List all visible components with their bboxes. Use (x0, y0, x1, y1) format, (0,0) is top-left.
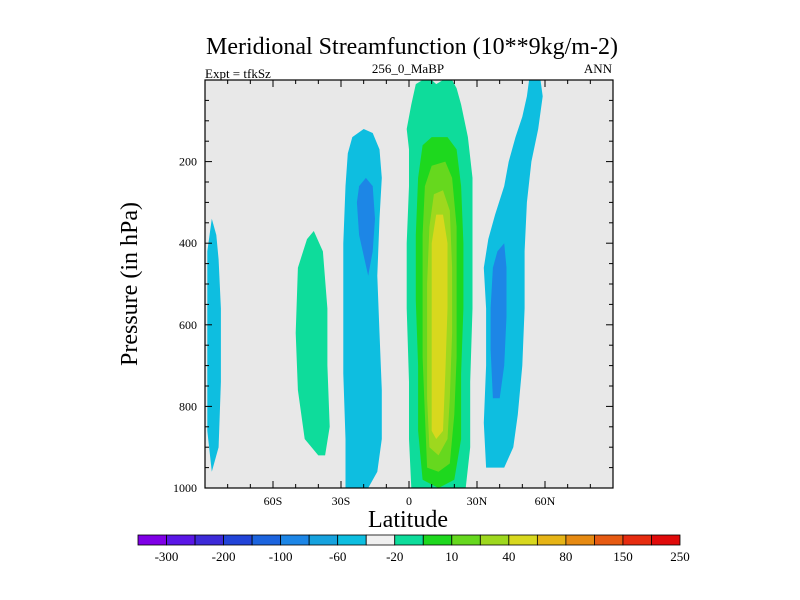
colorbar-box (223, 534, 253, 546)
colorbar-box (337, 534, 367, 546)
colorbar-box (365, 534, 396, 546)
northern-ferrel-inner (490, 243, 507, 399)
chart-title: Meridional Streamfunction (10**9kg/m-2) (206, 34, 618, 60)
colorbar-box (651, 534, 681, 546)
colorbar-box (508, 534, 538, 546)
colorbar-box (166, 534, 196, 546)
y-tick-label: 1000 (173, 481, 197, 495)
experiment-label: Expt = tfkSz (205, 66, 271, 81)
colorbar-box (422, 534, 453, 546)
colorbar-box (451, 534, 481, 546)
colorbar-box (565, 534, 595, 546)
colorbar-label: 40 (502, 549, 515, 564)
colorbar-box (594, 534, 624, 546)
hadley-core (431, 214, 448, 439)
colorbar-label: 250 (670, 549, 690, 564)
y-axis: 200 400 600 800 1000 (173, 99, 613, 495)
colorbar-label: -60 (329, 549, 346, 564)
y-tick-label: 200 (179, 155, 197, 169)
colorbar-label: -20 (386, 549, 403, 564)
colorbar-box (536, 534, 567, 546)
period-label: 256_0_MaBP (372, 61, 444, 76)
season-label: ANN (584, 61, 613, 76)
x-tick-label: 60S (264, 494, 283, 508)
y-tick-label: 600 (179, 318, 197, 332)
x-axis: 60S 30S 0 30N 60N (204, 80, 614, 508)
colorbar-box (194, 534, 224, 546)
x-tick-label: 60N (535, 494, 556, 508)
y-tick-label: 800 (179, 399, 197, 413)
x-axis-label: Latitude (368, 507, 448, 533)
colorbar-box (394, 534, 424, 546)
y-tick-label: 400 (179, 236, 197, 250)
x-tick-label: 30N (467, 494, 488, 508)
colorbar-label: -200 (212, 549, 236, 564)
colorbar-label: -100 (269, 549, 293, 564)
colorbar-label: 10 (445, 549, 458, 564)
y-axis-label: Pressure (in hPa) (117, 202, 143, 366)
southern-blue-cell (207, 218, 221, 472)
southern-ferrel-inner (356, 177, 375, 276)
colorbar-box (280, 534, 310, 546)
contour-regions (207, 80, 543, 488)
colorbar-box (308, 534, 339, 546)
x-tick-label: 0 (406, 494, 412, 508)
colorbar-label: 150 (613, 549, 633, 564)
colorbar-label: 80 (559, 549, 572, 564)
colorbar-label: -300 (155, 549, 179, 564)
colorbar-box (622, 534, 652, 546)
x-tick-label: 30S (332, 494, 351, 508)
colorbar-box (137, 534, 167, 546)
southern-green-cell (295, 231, 330, 456)
colorbar: -300 -200 -100 -60 -20 10 40 80 150 250 (137, 534, 690, 564)
colorbar-box (251, 534, 282, 546)
colorbar-box (479, 534, 510, 546)
